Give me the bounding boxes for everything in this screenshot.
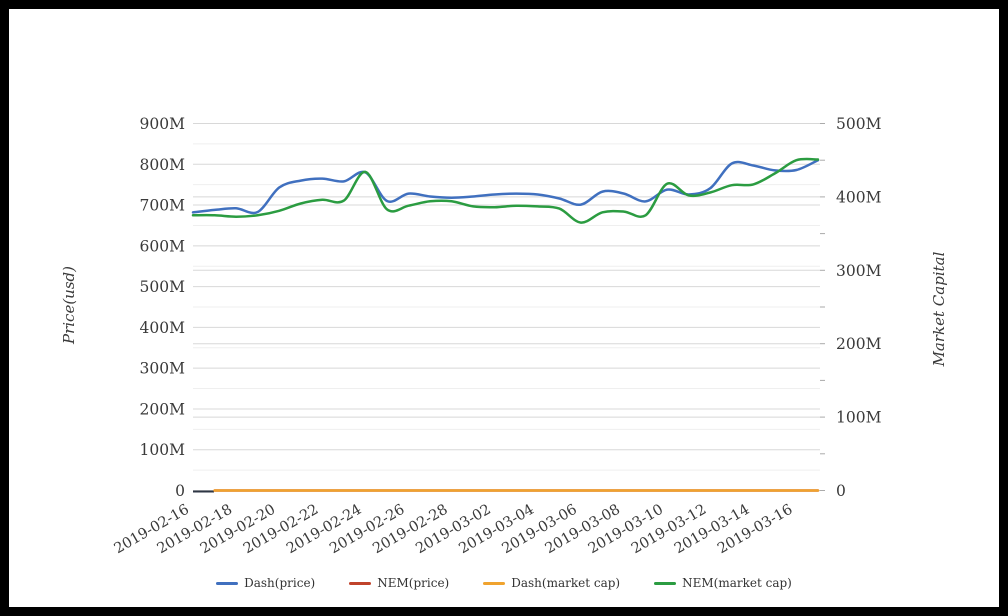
series-line-nem-market-cap- [191,157,820,224]
left-axis-tick-label: 400M [140,319,186,337]
right-axis-tick-label: 200M [836,335,882,353]
right-axis-tick-label: 300M [836,262,882,280]
left-axis-tick-label: 100M [140,441,186,459]
legend-item-dash-price[interactable]: Dash(price) [216,576,315,590]
left-axis-tick-label: 900M [140,115,186,133]
left-axis-tick-label: 800M [140,156,186,174]
left-axis-title: Price(usd) [60,266,78,345]
legend-label: NEM(price) [377,576,450,590]
right-axis-tick-labels: 0 100M 200M 300M 400M 500M [836,115,882,500]
left-axis-tick-label: 200M [140,400,186,418]
legend-line-swatch-icon [654,581,677,585]
right-axis-tick-marks [820,123,825,491]
series-line-dash-price- [191,158,820,215]
legend-label: Dash(price) [244,576,316,590]
right-axis-tick-label: 500M [836,115,882,133]
gridlines-minor [193,143,820,471]
left-axis-tick-label: 0 [175,482,185,500]
left-axis-tick-label: 700M [140,197,186,215]
right-axis-title: Market Capital [930,251,948,367]
legend-label: NEM(market cap) [682,576,792,590]
series-lines [191,157,820,492]
legend-label: Dash(market cap) [511,576,621,590]
left-axis-tick-label: 500M [140,278,186,296]
x-axis-tick-labels: 2019-02-162019-02-182019-02-202019-02-22… [112,502,796,558]
gridlines-major [193,123,820,491]
legend-line-swatch-icon [483,581,506,585]
legend-item-nem-market-cap[interactable]: NEM(market cap) [654,576,792,590]
legend-item-dash-market-cap[interactable]: Dash(market cap) [483,576,620,590]
right-axis-tick-label: 400M [836,188,882,206]
legend-item-nem-price[interactable]: NEM(price) [349,576,449,590]
left-axis-tick-label: 600M [140,237,186,255]
line-chart-canvas: 0 100M 200M 300M 400M 500M 600M 700M 800M 900M 0 10… [60,115,948,558]
chart-legend: Dash(price) NEM(price) Dash(market cap) … [9,576,999,590]
left-axis-tick-label: 300M [140,360,186,378]
left-axis-tick-labels: 0 100M 200M 300M 400M 500M 600M 700M 800M 900M [140,115,186,500]
legend-line-swatch-icon [349,581,372,585]
legend-line-swatch-icon [216,581,239,585]
right-axis-tick-label: 0 [836,482,846,500]
right-axis-tick-label: 100M [836,409,882,427]
